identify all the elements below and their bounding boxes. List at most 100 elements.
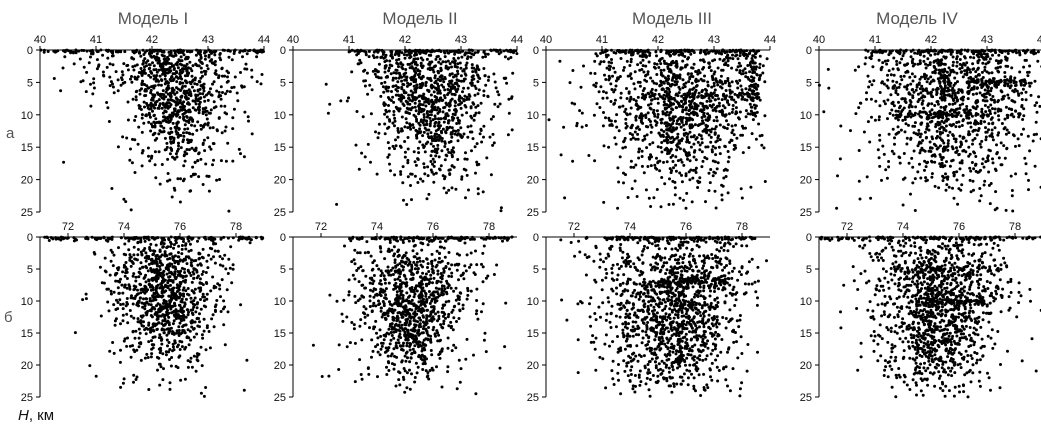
- data-point: [391, 76, 395, 80]
- data-point: [901, 108, 905, 112]
- data-point: [212, 80, 216, 84]
- data-point: [460, 175, 464, 179]
- data-point: [451, 84, 455, 87]
- data-point: [636, 63, 640, 67]
- data-point: [383, 122, 387, 126]
- data-point: [137, 125, 141, 129]
- data-point: [389, 72, 393, 76]
- data-point: [952, 173, 956, 177]
- data-point: [445, 103, 449, 107]
- data-point: [714, 51, 718, 55]
- data-point: [1024, 58, 1028, 62]
- data-point: [961, 95, 965, 99]
- data-point: [470, 149, 473, 153]
- data-point: [595, 102, 599, 106]
- data-point: [890, 108, 894, 112]
- data-point: [227, 71, 230, 75]
- data-point: [153, 125, 157, 129]
- data-point: [397, 54, 401, 57]
- y-tick-label: 0: [533, 45, 539, 57]
- data-point: [416, 157, 420, 161]
- data-point: [983, 49, 987, 53]
- data-point: [217, 76, 220, 80]
- data-point: [687, 56, 690, 60]
- data-point: [604, 91, 608, 95]
- data-point: [476, 104, 480, 108]
- data-point: [969, 125, 973, 129]
- data-point: [447, 91, 451, 95]
- data-point: [221, 91, 224, 94]
- data-point: [262, 50, 265, 53]
- data-point: [920, 115, 923, 119]
- data-point: [911, 64, 915, 68]
- data-point: [748, 70, 752, 74]
- data-point: [619, 57, 623, 60]
- data-point: [604, 53, 608, 57]
- data-point: [443, 76, 447, 79]
- data-point: [446, 88, 450, 91]
- data-point: [706, 51, 710, 55]
- data-point: [1011, 99, 1015, 103]
- data-point: [1026, 74, 1030, 78]
- data-point: [946, 89, 950, 93]
- data-point: [654, 50, 658, 54]
- data-point: [149, 88, 153, 92]
- data-point: [675, 122, 679, 126]
- data-point: [386, 86, 390, 89]
- data-point: [221, 48, 225, 52]
- data-point: [656, 101, 660, 105]
- data-point: [465, 95, 469, 99]
- data-point: [610, 88, 614, 91]
- data-point: [428, 124, 432, 128]
- data-point: [142, 100, 146, 104]
- data-point: [436, 69, 440, 73]
- data-point: [623, 145, 627, 149]
- data-point: [154, 100, 158, 104]
- data-point: [877, 115, 881, 119]
- data-point: [434, 154, 438, 158]
- data-point: [678, 196, 682, 200]
- data-point: [951, 186, 954, 190]
- data-point: [669, 103, 673, 107]
- data-point: [437, 60, 441, 64]
- data-point: [427, 102, 431, 106]
- data-point: [713, 127, 717, 131]
- data-point: [968, 132, 972, 136]
- data-point: [1011, 209, 1015, 213]
- data-point: [984, 160, 988, 164]
- data-point: [1017, 115, 1021, 119]
- data-point: [952, 137, 956, 141]
- data-point: [635, 126, 638, 130]
- data-point: [376, 75, 380, 79]
- data-point: [1001, 95, 1005, 99]
- data-point: [164, 119, 168, 123]
- data-point: [985, 70, 989, 74]
- data-point: [747, 146, 751, 150]
- data-point: [421, 179, 425, 183]
- data-point: [978, 187, 982, 190]
- data-point: [688, 123, 692, 127]
- data-point: [432, 144, 435, 148]
- data-point: [194, 148, 198, 152]
- data-point: [496, 105, 500, 109]
- data-point: [153, 84, 157, 88]
- data-point: [614, 84, 618, 88]
- x-tick-label: 44: [764, 34, 776, 46]
- data-point: [961, 118, 965, 122]
- data-point: [715, 119, 719, 123]
- data-point: [441, 174, 445, 178]
- data-point: [433, 65, 436, 69]
- data-point: [366, 142, 370, 146]
- data-point: [360, 49, 364, 53]
- data-point: [966, 97, 970, 101]
- data-point: [862, 130, 866, 134]
- data-point: [599, 85, 603, 89]
- x-tick-label: 40: [287, 34, 299, 46]
- data-point: [839, 124, 843, 128]
- data-point: [912, 149, 916, 153]
- data-point: [685, 191, 689, 195]
- data-point: [593, 159, 597, 163]
- data-point: [101, 70, 105, 74]
- data-point: [903, 85, 907, 89]
- data-point: [410, 93, 414, 97]
